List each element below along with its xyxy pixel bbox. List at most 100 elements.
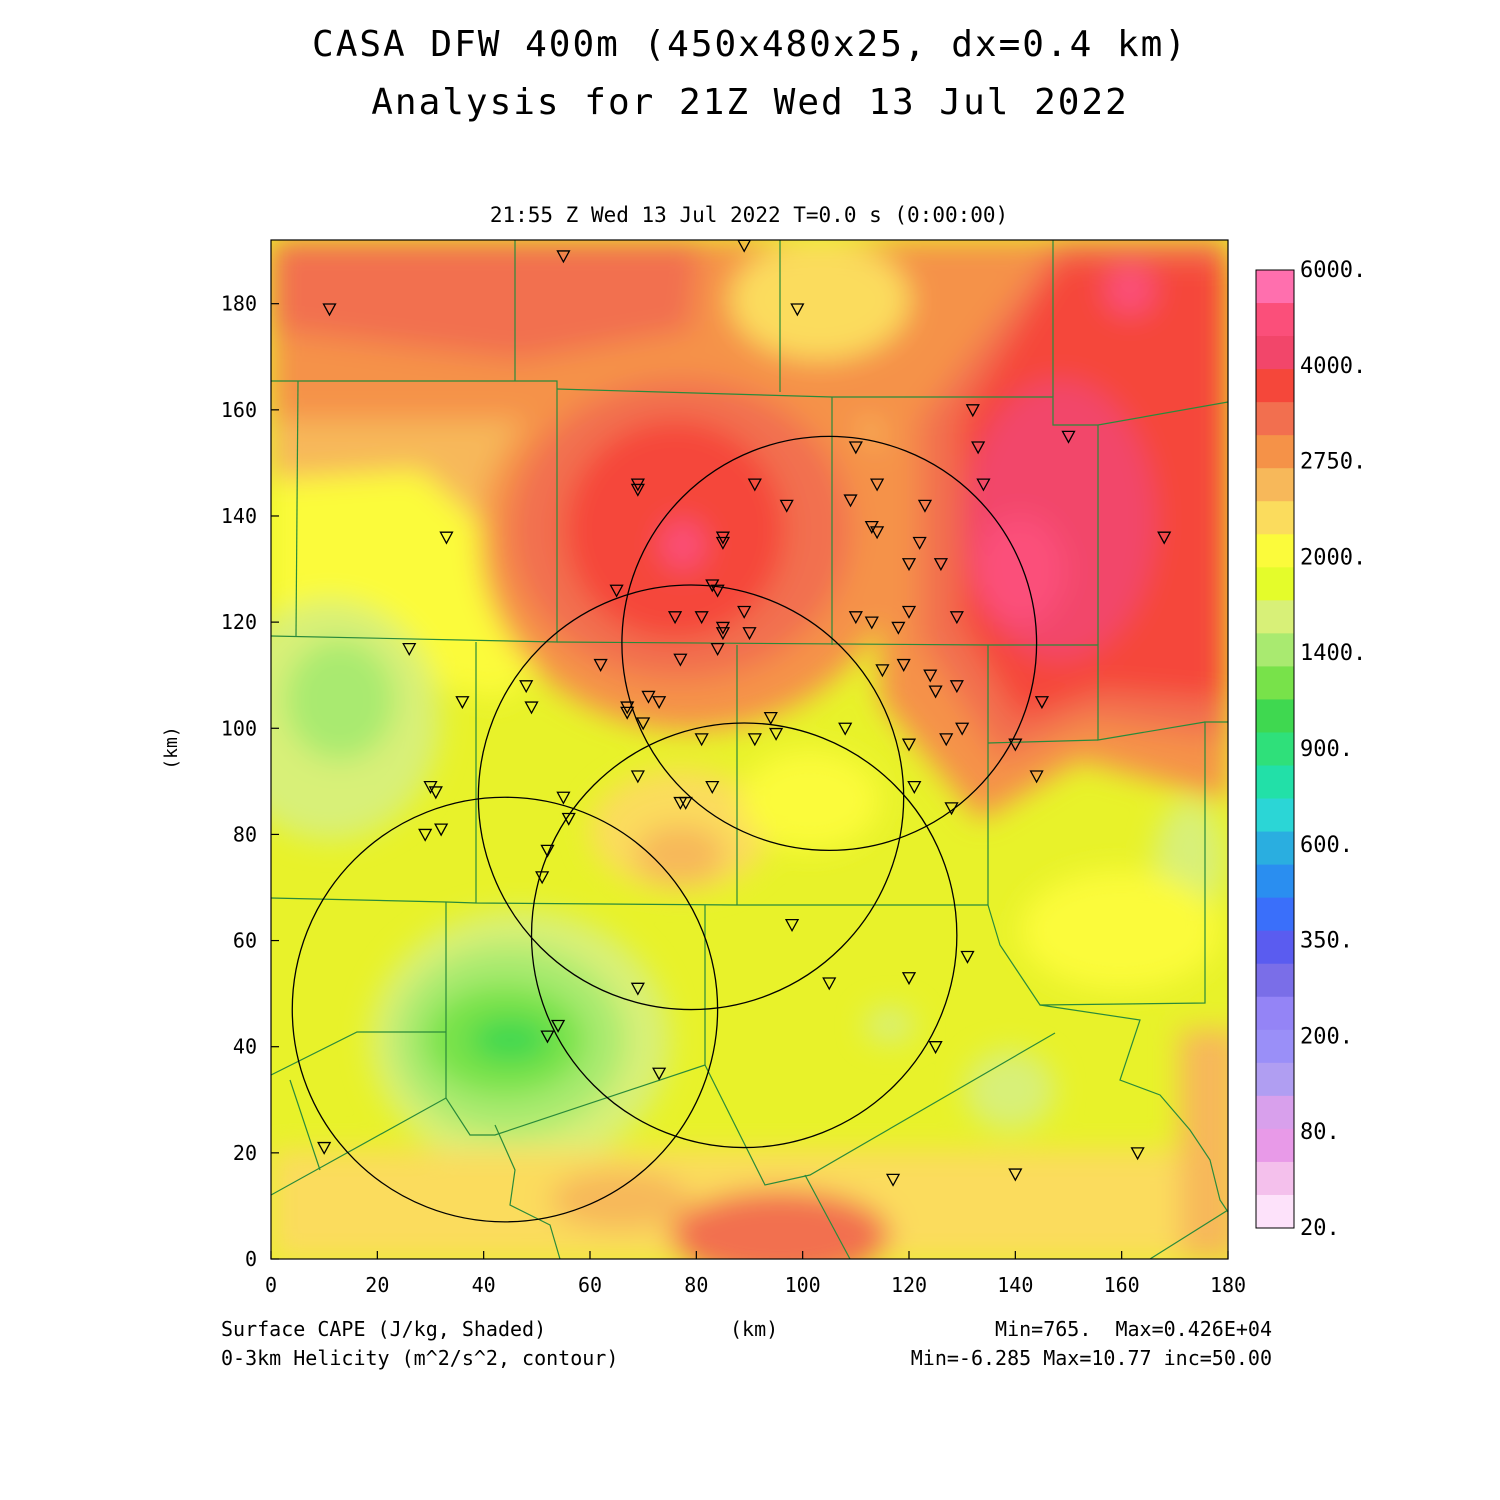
colorbar-label: 1400. <box>1300 641 1366 666</box>
colorbar-frame <box>1255 269 1295 1229</box>
colorbar-swatch <box>1256 996 1294 1031</box>
station-markers <box>317 239 1172 1187</box>
station-marker <box>561 812 576 826</box>
station-marker <box>609 584 624 598</box>
range-ring-4 <box>291 796 719 1223</box>
station-marker <box>901 558 917 572</box>
station-marker <box>917 499 933 513</box>
station-marker <box>891 621 906 635</box>
station-marker <box>673 653 688 667</box>
station-marker <box>848 441 863 455</box>
station-marker <box>630 483 645 497</box>
station-marker <box>322 303 337 317</box>
y-tick-label: 0 <box>245 1247 257 1271</box>
station-marker <box>901 738 917 752</box>
colorbar-label: 80. <box>1300 1120 1340 1145</box>
x-tick-label: 180 <box>1210 1273 1246 1297</box>
station-marker <box>694 611 709 625</box>
x-tick-label: 60 <box>578 1273 602 1297</box>
y-tick-label: 100 <box>221 716 257 740</box>
station-marker <box>971 441 986 455</box>
colorbar-label: 20. <box>1300 1216 1340 1241</box>
y-tick-label: 160 <box>221 398 257 422</box>
station-marker <box>1008 738 1023 752</box>
range-ring-2 <box>477 584 905 1011</box>
x-tick-label: 140 <box>997 1273 1033 1297</box>
station-marker <box>434 823 449 837</box>
range-ring-1 <box>621 435 1038 851</box>
station-marker <box>885 1173 901 1187</box>
station-marker <box>439 531 454 545</box>
station-marker <box>955 722 970 736</box>
colorbar-swatch <box>1256 1161 1294 1196</box>
x-tick-label: 80 <box>684 1273 708 1297</box>
station-marker <box>742 627 757 641</box>
station-marker <box>896 658 911 672</box>
station-marker <box>965 404 980 418</box>
footer-field-1: Surface CAPE (J/kg, Shaded) <box>221 1317 547 1341</box>
station-marker <box>864 616 879 630</box>
footer-helicity-minmax: Min=-6.285 Max=10.77 inc=50.00 <box>910 1346 1272 1370</box>
station-marker <box>678 796 693 810</box>
y-tick-label: 20 <box>233 1141 257 1165</box>
station-marker <box>641 690 656 704</box>
station-marker <box>901 605 917 619</box>
station-marker <box>705 781 720 795</box>
station-marker <box>556 791 571 805</box>
colorbar-swatch <box>1256 1194 1294 1229</box>
station-marker <box>875 664 890 678</box>
station-marker <box>620 706 635 720</box>
y-tick-label: 180 <box>221 292 257 316</box>
colorbar-swatch <box>1256 765 1294 800</box>
colorbar-label: 2750. <box>1300 450 1366 475</box>
colorbar-swatch <box>1256 930 1294 965</box>
colorbar-swatch <box>1256 303 1294 337</box>
station-marker <box>630 770 645 784</box>
station-marker <box>944 802 959 816</box>
colorbar-swatch <box>1256 501 1294 535</box>
station-marker <box>939 733 954 747</box>
station-marker <box>1034 696 1050 710</box>
station-marker <box>960 950 975 964</box>
footer-cape-minmax: Min=765. Max=0.426E+04 <box>995 1317 1272 1341</box>
y-tick-label: 140 <box>221 504 257 528</box>
title-line-2: Analysis for 21Z Wed 13 Jul 2022 <box>371 82 1129 123</box>
station-marker <box>923 669 938 683</box>
station-marker <box>715 627 731 641</box>
station-marker <box>848 611 863 625</box>
station-marker <box>593 658 608 672</box>
station-marker <box>843 494 858 508</box>
station-marker <box>630 982 645 996</box>
station-marker <box>519 680 534 694</box>
station-marker <box>524 701 539 715</box>
colorbar-swatch <box>1256 897 1294 932</box>
y-tick-label: 60 <box>233 929 257 953</box>
station-marker <box>402 643 417 657</box>
station-marker <box>907 781 922 795</box>
station-marker <box>779 499 794 513</box>
y-axis-label: (km) <box>161 726 182 769</box>
colorbar-swatch <box>1256 534 1294 568</box>
station-marker <box>822 977 837 991</box>
station-marker <box>928 1041 943 1055</box>
station-marker <box>1029 770 1044 784</box>
colorbar-label: 6000. <box>1300 258 1366 283</box>
station-marker <box>784 918 800 932</box>
county-boundaries <box>271 240 1228 1259</box>
colorbar-label: 200. <box>1300 1024 1353 1049</box>
station-marker <box>715 536 731 550</box>
station-marker <box>317 1141 332 1155</box>
cape-shading <box>271 240 1228 1259</box>
colorbar-swatch <box>1256 666 1294 700</box>
station-marker <box>540 844 555 858</box>
station-marker <box>418 828 433 842</box>
x-tick-label: 0 <box>265 1273 277 1297</box>
colorbar-label: 2000. <box>1300 545 1366 570</box>
station-marker <box>1130 1147 1145 1161</box>
station-marker <box>737 605 752 619</box>
station-marker <box>652 1067 667 1081</box>
range-rings <box>291 435 1038 1223</box>
plot-frame <box>270 239 1229 1260</box>
colorbar-swatch <box>1256 468 1294 502</box>
